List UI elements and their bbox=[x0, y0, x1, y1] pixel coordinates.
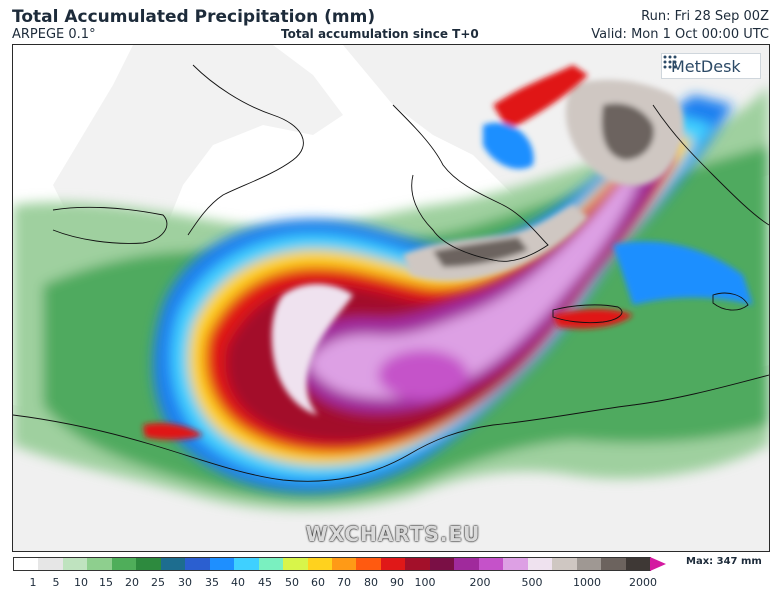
color-scale-cell bbox=[503, 558, 529, 570]
color-scale-cell bbox=[332, 558, 358, 570]
color-scale-cell bbox=[601, 558, 627, 570]
color-scale-cell bbox=[258, 558, 285, 570]
color-scale-cell bbox=[527, 558, 554, 570]
color-scale-cell bbox=[454, 558, 480, 570]
metdesk-logo[interactable]: MetDesk bbox=[661, 53, 761, 79]
precip-ne-red bbox=[493, 65, 588, 130]
color-scale-tick: 40 bbox=[231, 576, 245, 589]
coastlines bbox=[13, 64, 769, 482]
color-scale-cell bbox=[307, 558, 333, 570]
color-scale-cell bbox=[429, 558, 456, 570]
precip-pink-core bbox=[309, 175, 638, 399]
color-scale-tick: 60 bbox=[311, 576, 325, 589]
coastline-balkans bbox=[392, 104, 549, 262]
chart-title: Total Accumulated Precipitation (mm) bbox=[12, 7, 376, 27]
coastline-italy bbox=[187, 64, 304, 236]
color-scale-cell bbox=[283, 558, 309, 570]
color-scale-cell bbox=[38, 558, 64, 570]
color-scale-tick: 100 bbox=[414, 576, 436, 589]
color-scale-cell bbox=[552, 558, 578, 570]
color-scale-cell bbox=[111, 558, 138, 570]
valid-time: Valid: Mon 1 Oct 00:00 UTC bbox=[591, 27, 769, 42]
precip-crete-red bbox=[553, 309, 633, 329]
precipitation-map[interactable]: MetDesk WXCHARTS.EU bbox=[12, 44, 770, 552]
precip-darkgrey-aegean bbox=[601, 103, 654, 160]
model-label: ARPEGE 0.1° bbox=[12, 27, 96, 42]
color-scale-cell bbox=[87, 558, 113, 570]
color-scale-cell bbox=[380, 558, 407, 570]
coastline-sicily bbox=[52, 206, 168, 244]
precipitation-field bbox=[13, 45, 769, 551]
max-value-label: Max: 347 mm bbox=[686, 556, 762, 567]
color-scale-arrow bbox=[650, 557, 666, 571]
precip-libya-red bbox=[143, 423, 203, 440]
color-scale-tick: 80 bbox=[364, 576, 378, 589]
color-scale-tick: 45 bbox=[258, 576, 272, 589]
color-scale-tick: 10 bbox=[74, 576, 88, 589]
color-scale-bar bbox=[13, 557, 651, 571]
precip-violet-blob bbox=[378, 350, 468, 400]
color-scale-cell bbox=[356, 558, 382, 570]
color-scale-cell bbox=[234, 558, 260, 570]
color-scale-tick: 35 bbox=[205, 576, 219, 589]
color-scale-tick: 30 bbox=[178, 576, 192, 589]
color-scale-tick: 5 bbox=[52, 576, 60, 589]
precip-white-swirl bbox=[271, 284, 353, 415]
color-scale-cell bbox=[209, 558, 236, 570]
color-scale-tick: 200 bbox=[469, 576, 491, 589]
color-scale-tick: 70 bbox=[337, 576, 351, 589]
color-scale-cell bbox=[185, 558, 211, 570]
color-scale-cell bbox=[62, 558, 89, 570]
color-scale-cell bbox=[625, 558, 650, 570]
chart-subtitle: Total accumulation since T+0 bbox=[281, 27, 479, 41]
precip-east-blue bbox=[613, 241, 753, 305]
color-scale-tick: 25 bbox=[151, 576, 165, 589]
wxcharts-watermark: WXCHARTS.EU bbox=[305, 522, 481, 546]
precip-darkgrey-peloponnese bbox=[433, 237, 528, 267]
coastline-africa bbox=[13, 374, 769, 482]
coastline-cyprus bbox=[712, 292, 749, 311]
metdesk-logo-icon bbox=[663, 55, 677, 69]
color-scale-tick: 2000 bbox=[629, 576, 657, 589]
metdesk-logo-text: MetDesk bbox=[671, 56, 741, 76]
color-scale-tick: 1 bbox=[29, 576, 37, 589]
color-scale-tick: 500 bbox=[521, 576, 543, 589]
color-scale-cell bbox=[160, 558, 187, 570]
color-scale-cell bbox=[14, 558, 40, 570]
color-scale-tick: 15 bbox=[99, 576, 113, 589]
color-scale-tick: 50 bbox=[285, 576, 299, 589]
color-scale-cell bbox=[576, 558, 603, 570]
color-scale-cell bbox=[405, 558, 431, 570]
coastline-turkey bbox=[652, 104, 769, 226]
color-scale-tick: 90 bbox=[390, 576, 404, 589]
color-scale-cell bbox=[136, 558, 162, 570]
color-scale-cell bbox=[478, 558, 505, 570]
color-scale-tick: 20 bbox=[125, 576, 139, 589]
run-time: Run: Fri 28 Sep 00Z bbox=[641, 9, 769, 24]
coastline-crete bbox=[552, 304, 623, 324]
precip-ne-blue bbox=[483, 122, 534, 169]
land-italy bbox=[53, 45, 343, 245]
color-scale-tick: 1000 bbox=[573, 576, 601, 589]
